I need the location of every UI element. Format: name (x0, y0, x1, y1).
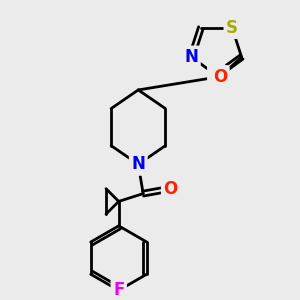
Text: S: S (226, 19, 238, 37)
Text: N: N (209, 66, 224, 84)
Text: N: N (131, 155, 145, 173)
Text: O: O (213, 68, 227, 85)
Text: F: F (113, 281, 124, 299)
Text: N: N (184, 48, 198, 66)
Text: O: O (164, 180, 178, 198)
